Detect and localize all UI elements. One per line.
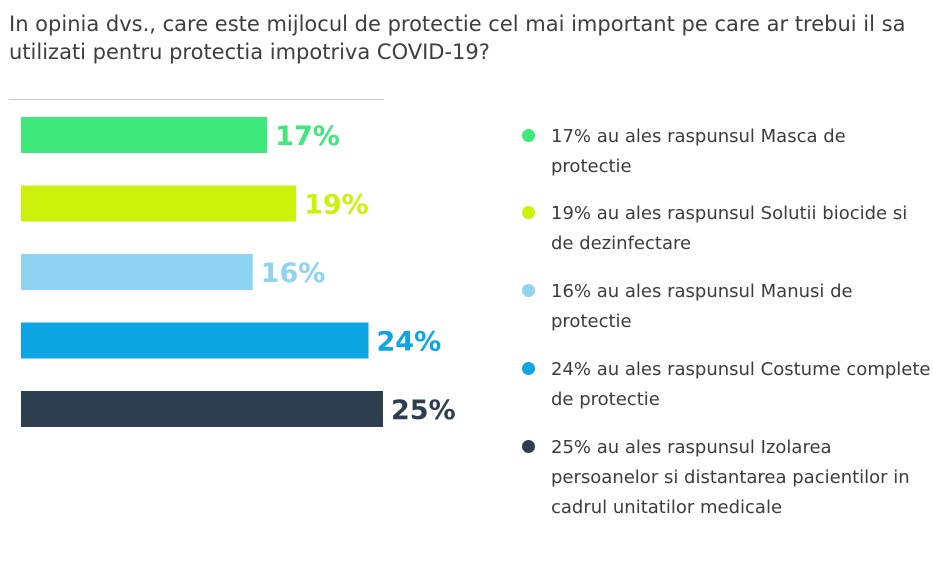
title-divider [9,99,384,100]
bar-value-label-2: 19% [304,190,369,221]
legend-dot-icon [522,284,535,297]
legend-item: 16% au ales raspunsul Manusi de protecti… [522,277,932,337]
legend-dot-icon [522,440,535,453]
legend-dot-icon [522,129,535,142]
bar-value-label-3: 16% [261,258,326,289]
legend-label: 25% au ales raspunsul Izolarea persoanel… [551,437,910,518]
bar-3 [21,254,253,290]
chart-title: In opinia dvs., care este mijlocul de pr… [9,12,906,64]
bar-chart: 17% 19% 16% 24% 25% [21,117,456,427]
legend-dot-icon [522,206,535,219]
bar-value-label-4: 24% [377,327,442,358]
legend-item: 17% au ales raspunsul Masca de protectie [522,122,932,182]
legend-label: 24% au ales raspunsul Costume complete d… [551,359,931,410]
legend-item: 19% au ales raspunsul Solutii biocide si… [522,199,932,259]
legend-item: 25% au ales raspunsul Izolarea persoanel… [522,433,932,523]
bar-4 [21,322,369,359]
bar-2 [21,185,297,222]
legend-item: 24% au ales raspunsul Costume complete d… [522,355,932,415]
bar-value-label-1: 17% [275,121,340,152]
bar-5 [21,391,383,427]
legend-dot-icon [522,362,535,375]
legend-label: 17% au ales raspunsul Masca de protectie [551,126,846,177]
legend-label: 19% au ales raspunsul Solutii biocide si… [551,203,908,254]
bar-value-label-5: 25% [391,395,456,426]
legend-label: 16% au ales raspunsul Manusi de protecti… [551,281,853,332]
bar-1 [21,117,268,153]
